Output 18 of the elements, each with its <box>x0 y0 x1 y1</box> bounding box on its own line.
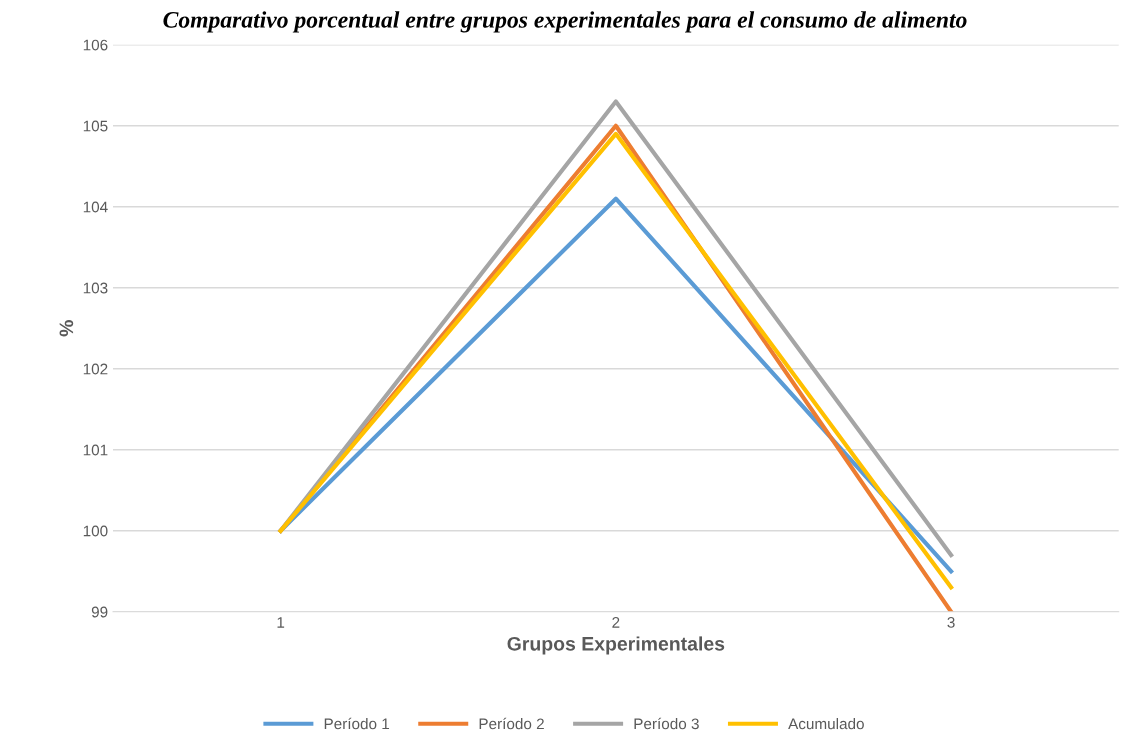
x-axis-title: Grupos Experimentales <box>507 636 725 655</box>
y-tick-label: 99 <box>91 606 108 618</box>
legend-label: Período 1 <box>324 717 390 730</box>
y-axis-title: % <box>59 320 74 337</box>
y-tick-label: 101 <box>83 444 108 456</box>
y-tick-label: 103 <box>83 282 108 294</box>
chart-title: Comparativo porcentual entre grupos experimentales para el consumo de alimento <box>163 11 967 33</box>
legend-label: Período 2 <box>479 717 544 730</box>
x-tick-label: 1 <box>277 617 285 628</box>
y-tick-label: 105 <box>83 120 108 132</box>
legend-label: Período 3 <box>634 717 699 730</box>
y-tick-label: 102 <box>83 363 108 375</box>
y-tick-label: 104 <box>83 201 108 213</box>
y-tick-label: 100 <box>83 525 108 537</box>
y-tick-label: 106 <box>83 39 108 51</box>
legend-label: Acumulado <box>788 718 864 730</box>
x-tick-label: 3 <box>947 616 955 628</box>
x-tick-label: 2 <box>612 616 620 628</box>
